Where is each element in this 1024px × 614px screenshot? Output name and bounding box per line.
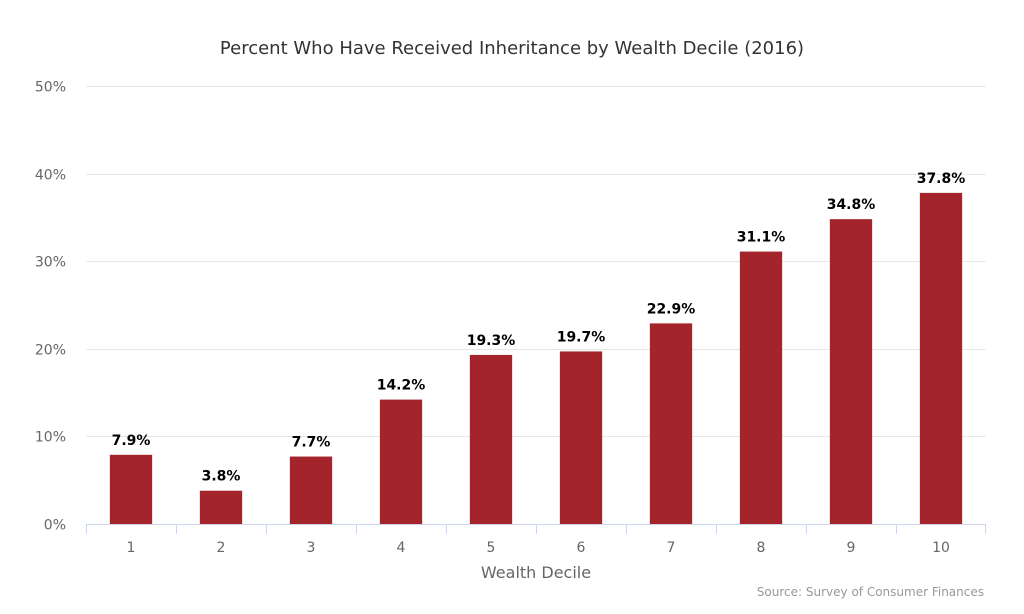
y-tick-label: 20% [35, 343, 66, 359]
bar[interactable] [829, 219, 873, 525]
data-label: 34.8% [827, 197, 876, 213]
bar[interactable] [559, 351, 603, 524]
x-tick-label: 7 [667, 540, 676, 556]
data-label: 22.9% [647, 301, 696, 317]
bar[interactable] [649, 323, 693, 524]
bar[interactable] [109, 454, 153, 524]
x-tick-label: 8 [757, 540, 766, 556]
x-tick-label: 1 [127, 540, 136, 556]
bar[interactable] [469, 354, 513, 524]
y-tick-label: 30% [35, 255, 66, 271]
data-label: 7.7% [292, 435, 331, 451]
x-axis-ticks: 1 2 3 4 5 6 7 8 9 10 [86, 524, 986, 556]
data-label: 19.7% [557, 329, 606, 345]
y-tick-label: 40% [35, 168, 66, 184]
bar[interactable] [379, 399, 423, 524]
bar[interactable] [739, 251, 783, 524]
data-label: 31.1% [737, 230, 786, 246]
x-tick-label: 3 [307, 540, 316, 556]
x-tick-label: 2 [217, 540, 226, 556]
x-axis-label: Wealth Decile [481, 563, 591, 582]
bar[interactable] [919, 192, 963, 524]
x-tick-label: 9 [847, 540, 856, 556]
y-tick-label: 10% [35, 430, 66, 446]
data-label: 7.9% [112, 433, 151, 449]
chart-title: Percent Who Have Received Inheritance by… [220, 38, 804, 59]
bar[interactable] [199, 490, 243, 524]
data-label: 3.8% [202, 469, 241, 485]
x-tick-label: 6 [577, 540, 586, 556]
data-labels: 7.9% 3.8% 7.7% 14.2% 19.3% 19.7% 22.9% 31.1% 34.… [112, 171, 966, 485]
y-tick-label: 50% [35, 80, 66, 96]
x-tick-label: 5 [487, 540, 496, 556]
x-tick-label: 4 [397, 540, 406, 556]
bar[interactable] [289, 456, 333, 524]
x-tick-label: 10 [932, 540, 950, 556]
source-credit: Source: Survey of Consumer Finances [757, 585, 984, 599]
y-axis-ticks: 0% 10% 20% 30% 40% 50% [35, 80, 66, 534]
data-label: 14.2% [377, 378, 426, 394]
y-tick-label: 0% [44, 518, 66, 534]
bars [109, 192, 963, 525]
data-label: 37.8% [917, 171, 966, 187]
data-label: 19.3% [467, 333, 516, 349]
